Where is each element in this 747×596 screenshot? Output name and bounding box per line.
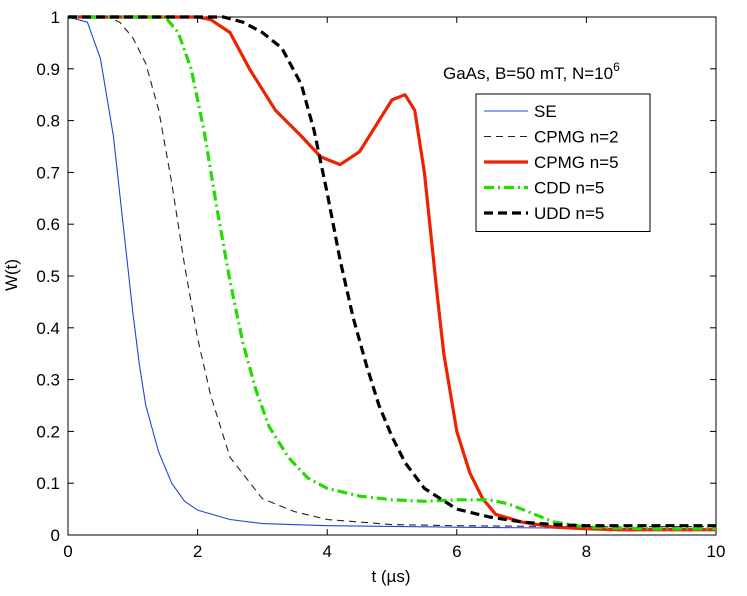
x-tick-label: 10: [707, 542, 726, 561]
y-tick-label: 0.2: [36, 422, 60, 441]
y-axis-label: W(t): [2, 259, 21, 291]
y-tick-label: 0: [51, 526, 60, 545]
legend-label-udd-n-5: UDD n=5: [534, 204, 604, 223]
series-line-cpmg-n-2: [68, 16, 716, 528]
legend: SE CPMG n=2 CPMG n=5 CDD n=5 UDD n=5: [475, 93, 651, 232]
y-tick-label: 0.3: [36, 371, 60, 390]
x-tick-label: 2: [193, 542, 202, 561]
series-line-cpmg-n-5: [68, 15, 716, 532]
series-line-se: [67, 16, 717, 530]
y-tick-label: 1: [51, 8, 60, 27]
y-tick-label: 0.8: [36, 112, 60, 131]
legend-label-cpmg-n-5: CPMG n=5: [534, 153, 619, 172]
y-tick-label: 0.5: [36, 267, 60, 286]
axis-ticks: [67, 16, 717, 536]
x-axis-label: t (µs): [371, 567, 410, 586]
y-tick-label: 0.7: [36, 163, 60, 182]
y-tick-label: 0.9: [36, 60, 60, 79]
legend-label-se: SE: [534, 102, 557, 121]
x-tick-label: 8: [582, 542, 591, 561]
y-tick-label: 0.1: [36, 474, 60, 493]
series-layer: [67, 15, 717, 532]
tick-labels: 0 2 4 6 8 10 0 0.1 0.2 0.3 0.4 0.5 0.6 0.7 0.8 0.9 1: [36, 8, 725, 561]
legend-label-cdd-n-5: CDD n=5: [534, 179, 604, 198]
y-tick-label: 0.4: [36, 319, 60, 338]
series-line-udd-n-5: [68, 15, 716, 528]
annotation-superscript: 6: [613, 60, 620, 74]
x-tick-label: 0: [63, 542, 72, 561]
x-tick-label: 6: [452, 542, 461, 561]
annotation-text: GaAs, B=50 mT, N=106: [443, 60, 620, 83]
y-tick-label: 0.6: [36, 215, 60, 234]
legend-label-cpmg-n-2: CPMG n=2: [534, 128, 619, 147]
series-line-cdd-n-5: [68, 15, 716, 531]
x-tick-label: 4: [322, 542, 331, 561]
annotation-main: GaAs, B=50 mT, N=10: [443, 64, 613, 83]
